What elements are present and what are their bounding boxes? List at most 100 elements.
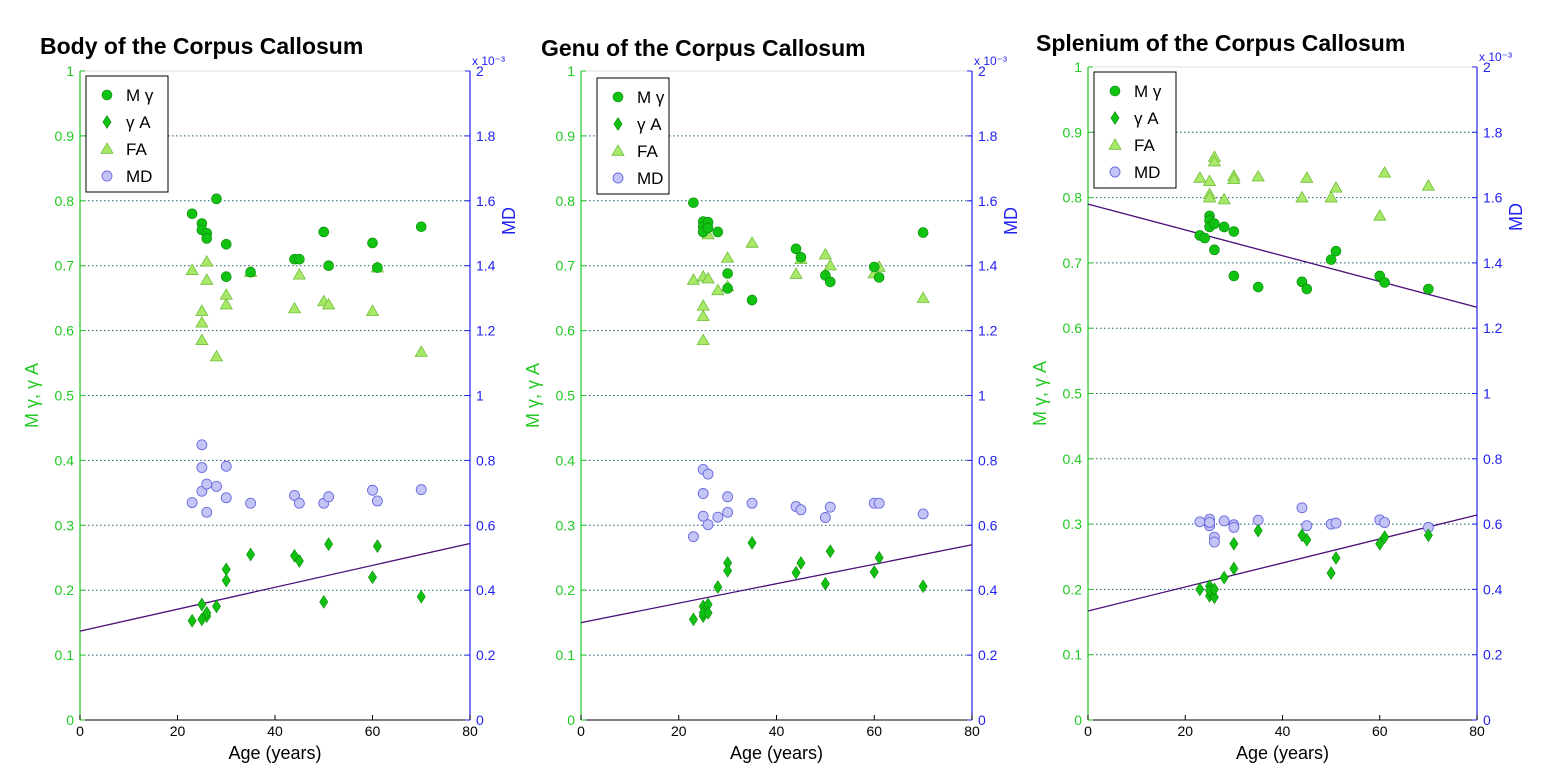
data-point: [1194, 516, 1206, 528]
left-tick-label: 0.3: [55, 517, 75, 533]
data-point: [201, 478, 213, 490]
left-tick-label: 0.2: [1063, 581, 1083, 597]
legend: M γ γ A FA MD: [1093, 71, 1177, 189]
data-point: [873, 272, 885, 283]
data-point: [1202, 190, 1217, 203]
left-tick-label: 0.6: [1063, 320, 1083, 336]
data-point: [873, 497, 885, 509]
data-point: [1218, 221, 1230, 233]
data-point: [824, 276, 836, 288]
data-point: [186, 208, 198, 220]
data-point: [713, 580, 723, 594]
data-point: [696, 333, 710, 346]
x-tick-label: 20: [671, 723, 687, 739]
data-point: [687, 531, 699, 543]
left-tick-label: 0.7: [556, 258, 576, 274]
right-axis-exponent: x 10⁻³: [472, 54, 505, 68]
data-point: [697, 510, 709, 522]
data-point: [287, 301, 302, 314]
left-tick-label: 0.1: [556, 647, 576, 663]
data-point: [696, 309, 710, 322]
right-axis-exponent: x 10⁻³: [1479, 50, 1512, 64]
data-point: [1195, 582, 1205, 597]
data-point: [220, 238, 232, 250]
fit-line: [79, 542, 471, 632]
data-point: [795, 504, 807, 516]
data-point: [202, 606, 212, 620]
y-axis-label-right: MD: [1001, 207, 1021, 235]
y-axis-label-left: M γ, γ A: [22, 363, 42, 428]
data-point: [746, 294, 758, 306]
left-tick-label: 0.3: [1063, 516, 1083, 532]
data-point: [1301, 283, 1313, 295]
legend-label: FA: [126, 140, 147, 159]
legend-label: FA: [637, 142, 658, 161]
data-point: [1331, 551, 1341, 565]
legend-label: γ A: [1134, 109, 1159, 128]
data-point: [1373, 209, 1387, 221]
data-point: [292, 267, 307, 280]
data-point: [195, 333, 209, 346]
data-point: [917, 227, 929, 238]
x-tick-label: 80: [462, 723, 478, 739]
data-point: [1326, 566, 1336, 580]
left-tick-label: 0.6: [55, 323, 75, 339]
left-tick-label: 0.8: [55, 193, 75, 209]
data-point: [290, 548, 299, 563]
legend: M γ γ A FA MD: [596, 77, 670, 195]
right-tick-label: 0.8: [978, 452, 998, 468]
data-point: [323, 491, 335, 503]
left-tick-label: 0.3: [556, 517, 576, 533]
right-tick-label: 1.6: [978, 193, 998, 209]
data-point: [824, 501, 836, 513]
legend-marker: [612, 172, 624, 184]
data-point: [701, 271, 715, 284]
data-point: [321, 297, 336, 310]
right-tick-label: 0: [1483, 712, 1491, 728]
left-tick-label: 0.9: [556, 128, 576, 144]
data-point: [196, 439, 208, 451]
right-tick-label: 1.8: [978, 128, 998, 144]
right-tick-label: 0.4: [476, 582, 496, 598]
data-point: [372, 262, 383, 273]
y-axis-label-left: M γ, γ A: [523, 363, 543, 428]
data-point: [416, 589, 426, 604]
right-tick-label: 0.8: [476, 452, 496, 468]
data-point: [371, 495, 383, 507]
right-axis-exponent: x 10⁻³: [974, 54, 1007, 68]
x-tick-label: 80: [1469, 723, 1485, 739]
left-tick-label: 1: [66, 63, 74, 79]
left-tick-label: 0.5: [556, 388, 576, 404]
left-tick-label: 1: [567, 63, 575, 79]
data-point: [720, 251, 735, 263]
legend-label: M γ: [637, 88, 665, 107]
data-point: [220, 460, 232, 472]
left-tick-label: 0.4: [1063, 451, 1083, 467]
data-point: [712, 226, 724, 238]
left-tick-label: 0: [1074, 712, 1082, 728]
legend-label: M γ: [126, 86, 154, 105]
x-tick-label: 20: [1177, 723, 1193, 739]
data-point: [1251, 169, 1265, 182]
y-axis-label-left: M γ, γ A: [1030, 361, 1050, 426]
data-point: [1421, 179, 1436, 191]
fit-line: [580, 544, 973, 624]
data-point: [293, 497, 305, 509]
data-point: [220, 271, 232, 283]
data-point: [819, 512, 831, 523]
x-tick-label: 20: [170, 723, 186, 739]
right-tick-label: 0.2: [1483, 647, 1503, 663]
x-tick-label: 80: [964, 723, 980, 739]
data-point: [414, 345, 428, 357]
left-tick-label: 0.4: [55, 452, 75, 468]
data-point: [723, 563, 733, 578]
data-point: [745, 236, 759, 248]
left-tick-label: 0.8: [556, 193, 576, 209]
data-point: [201, 506, 213, 518]
chart-title: Body of the Corpus Callosum: [40, 33, 363, 59]
right-tick-label: 1.2: [978, 323, 998, 339]
data-point: [702, 519, 714, 531]
y-axis-label-right: MD: [1506, 203, 1526, 231]
data-point: [917, 508, 929, 520]
